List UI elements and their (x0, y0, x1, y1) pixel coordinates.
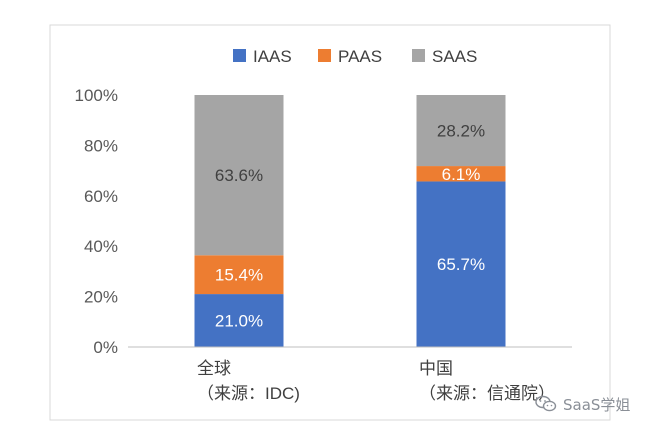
data-label: 65.7% (437, 255, 485, 274)
x-category-label: 中国 (419, 359, 453, 378)
bar-segment-paas (416, 166, 506, 182)
x-category-label: 全球 (197, 359, 231, 378)
legend-item-saas: SAAS (412, 47, 477, 66)
legend-item-paas: PAAS (318, 47, 382, 66)
legend-label: PAAS (338, 47, 382, 66)
legend-item-iaas: IAAS (233, 47, 292, 66)
legend-label: SAAS (432, 47, 477, 66)
legend-swatch (318, 49, 331, 62)
chart-border (49, 24, 611, 421)
data-label: 15.4% (215, 266, 263, 285)
y-tick-label: 100% (75, 86, 118, 105)
watermark: SaaS学姐 (535, 393, 630, 415)
legend-swatch (233, 49, 246, 62)
wechat-icon (535, 395, 557, 412)
bar-segment-saas (194, 95, 284, 256)
legend-label: IAAS (253, 47, 292, 66)
data-label: 28.2% (437, 122, 485, 141)
y-tick-label: 20% (84, 288, 118, 307)
y-tick-label: 80% (84, 136, 118, 155)
bar-segment-iaas (194, 294, 284, 347)
x-category-label: （来源：信通院） (419, 384, 555, 403)
bar-segment-paas (194, 255, 284, 295)
x-category-label: （来源：IDC) (197, 384, 300, 403)
y-tick-label: 0% (93, 338, 118, 357)
y-tick-label: 60% (84, 187, 118, 206)
legend-swatch (412, 49, 425, 62)
watermark-text: SaaS学姐 (563, 395, 631, 414)
data-label: 6.1% (442, 165, 481, 184)
bar-segment-iaas (416, 181, 506, 347)
bar-segment-saas (416, 95, 506, 167)
x-axis: 全球 （来源：IDC) 中国 （来源：信通院） (128, 346, 572, 403)
bars: 21.0% 15.4% 63.6% 65.7% 6.1% 28.2% (194, 95, 506, 347)
y-axis: 0% 20% 40% 60% 80% 100% (75, 86, 118, 357)
legend: IAAS PAAS SAAS (233, 47, 477, 66)
data-label: 63.6% (215, 166, 263, 185)
y-tick-label: 40% (84, 237, 118, 256)
data-label: 21.0% (215, 312, 263, 331)
